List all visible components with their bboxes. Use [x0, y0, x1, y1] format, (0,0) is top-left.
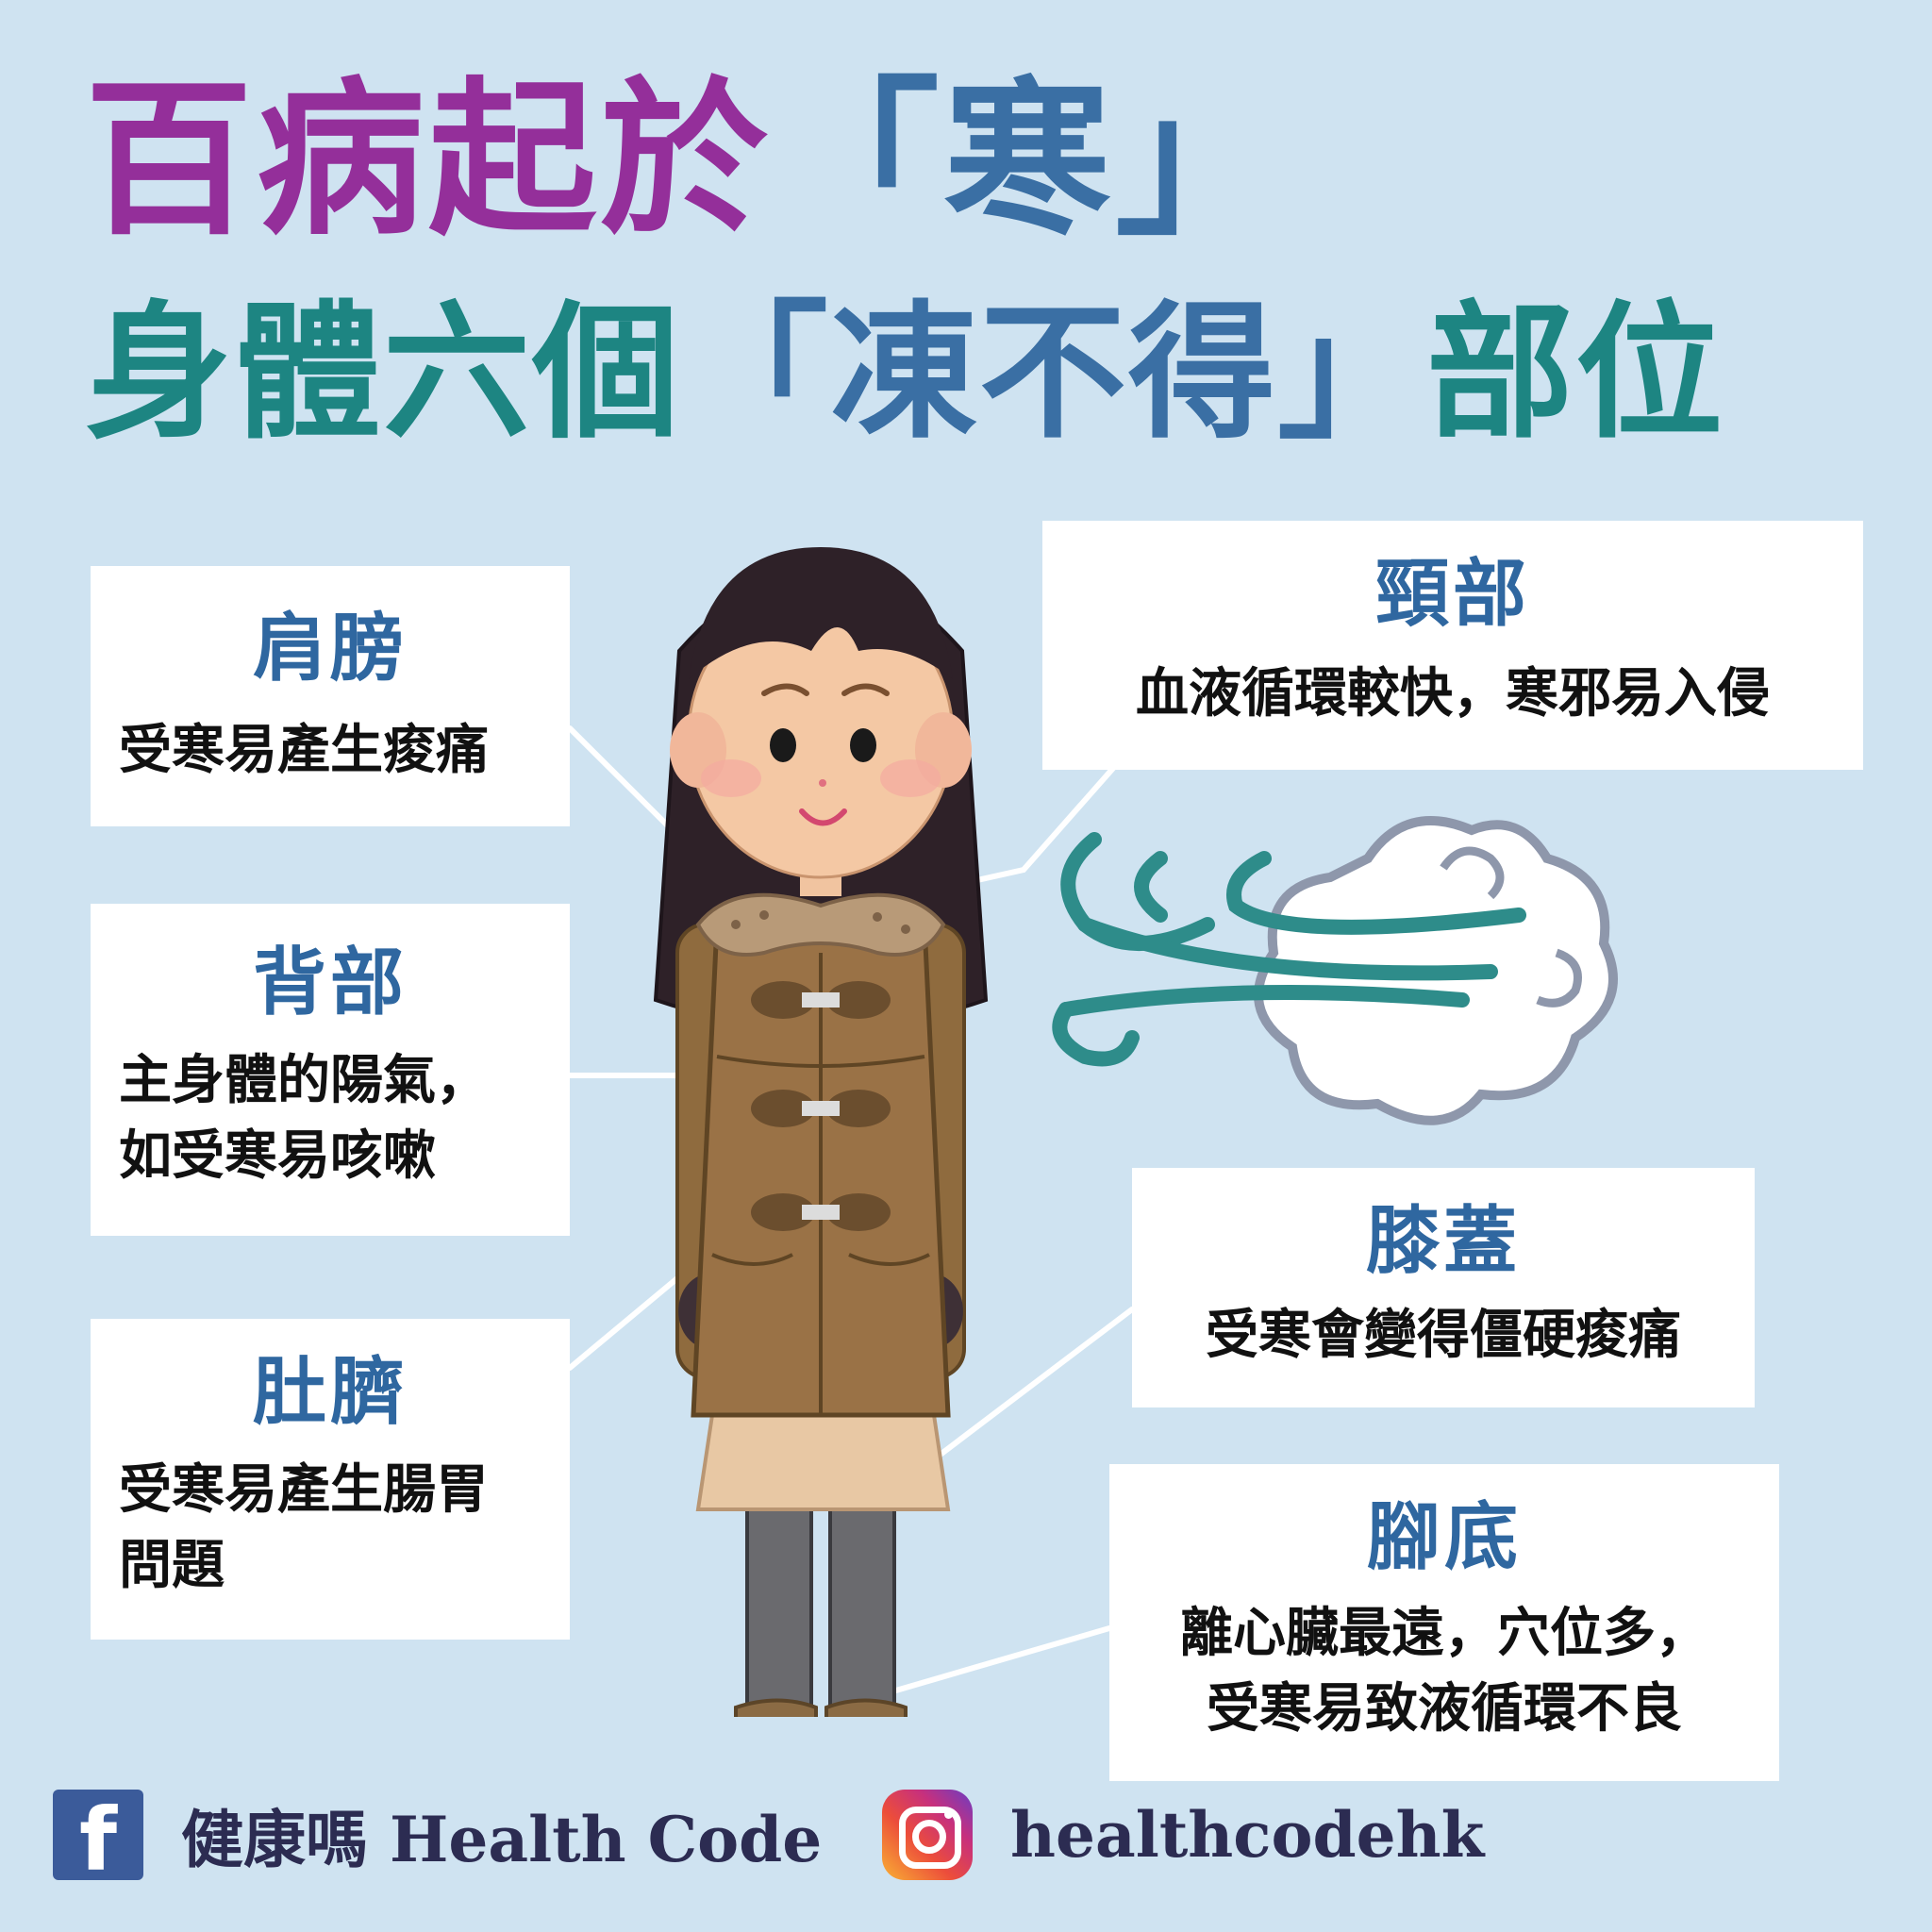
headline-part-2: 「寒」 — [772, 62, 1287, 258]
coat-toggles — [751, 981, 891, 1231]
instagram-handle[interactable]: healthcodehk — [1010, 1798, 1485, 1872]
card-back: 背部 主身體的陽氣， 如受寒易咳嗽 — [91, 904, 570, 1236]
facebook-icon[interactable]: f — [53, 1790, 143, 1880]
card-shoulder-text: 受寒易產生痠痛 — [119, 720, 489, 781]
headline-part-3: 身體六個 — [85, 287, 681, 458]
wind-icon — [1052, 816, 1618, 1125]
facebook-page-name[interactable]: 健康嗎 Health Code — [181, 1803, 823, 1876]
right-boot — [828, 1489, 896, 1717]
hair-bangs — [689, 547, 953, 679]
instagram-footer[interactable]: healthcodehk — [882, 1783, 1484, 1887]
card-navel: 肚臍 受寒易產生腸胃 問題 — [91, 1319, 570, 1640]
card-sole-title: 腳底 — [1366, 1495, 1522, 1580]
card-sole-text-2: 受寒易致液循環不良 — [1207, 1678, 1682, 1740]
instagram-icon[interactable] — [882, 1790, 973, 1880]
card-neck-title: 頸部 — [1374, 552, 1530, 637]
card-knee-text: 受寒會變得僵硬痠痛 — [1206, 1305, 1681, 1366]
girl-in-coat-illustration — [653, 547, 989, 1717]
card-sole-text-1: 離心臟最遠，穴位多， — [1180, 1603, 1708, 1664]
card-knee: 膝蓋 受寒會變得僵硬痠痛 — [1132, 1168, 1755, 1407]
card-navel-text-2: 問題 — [119, 1535, 225, 1596]
card-navel-title: 肚臍 — [252, 1350, 408, 1435]
right-eye — [850, 728, 876, 762]
fur-collar — [695, 892, 946, 957]
card-neck: 頸部 血液循環較快，寒邪易入侵 — [1042, 521, 1863, 770]
card-knee-title: 膝蓋 — [1365, 1199, 1521, 1284]
card-shoulder-title: 肩膀 — [252, 607, 408, 691]
card-shoulder: 肩膀 受寒易產生痠痛 — [91, 566, 570, 826]
card-back-text-2: 如受寒易咳嗽 — [119, 1125, 436, 1187]
left-eye — [770, 728, 796, 762]
left-boot — [745, 1489, 813, 1717]
card-back-text-1: 主身體的陽氣， — [119, 1050, 489, 1111]
headline-part-5: 部位 — [1426, 287, 1724, 458]
right-shoe — [824, 1698, 908, 1717]
headline-line-1: 百病起於「寒」 — [85, 66, 1287, 255]
headline-part-4: 「凍不得」 — [681, 287, 1426, 458]
left-shoe — [734, 1698, 818, 1717]
facebook-footer[interactable]: f 健康嗎 Health Code — [53, 1783, 822, 1887]
card-neck-text: 血液循環較快，寒邪易入侵 — [1136, 663, 1770, 724]
card-back-title: 背部 — [252, 941, 408, 1025]
headline-part-1: 百病起於 — [85, 62, 772, 258]
headline-line-2: 身體六個「凍不得」部位 — [85, 288, 1724, 458]
card-navel-text-1: 受寒易產生腸胃 — [119, 1459, 489, 1521]
skirt — [695, 1413, 951, 1511]
smile — [799, 808, 847, 826]
card-sole: 腳底 離心臟最遠，穴位多， 受寒易致液循環不良 — [1109, 1464, 1779, 1781]
